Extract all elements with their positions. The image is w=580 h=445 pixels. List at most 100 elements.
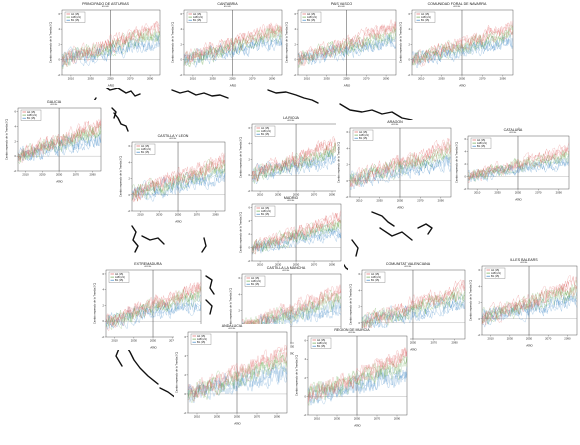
y-tick-label: 0 — [129, 193, 131, 197]
legend-entry: A1B (21) — [141, 148, 151, 151]
legend-entry: B1 (15) — [261, 133, 269, 136]
panel-subtitle: ANUAL — [391, 124, 399, 126]
legend-box — [254, 205, 276, 217]
x-tick-label: 2030 — [131, 339, 138, 343]
legend-entry: A2 (15) — [27, 111, 35, 114]
legend-box — [134, 143, 156, 155]
legend-entry: B1 (15) — [307, 19, 315, 22]
region-panel: ANDALUCIA ANUAL 2010 2030 2050 2070 2090 -2 0 2 4 6… — [174, 324, 290, 426]
y-tick-label: 4 — [181, 27, 183, 31]
y-tick-label: 4 — [185, 354, 187, 358]
x-tick-label: 2050 — [56, 173, 63, 177]
x-tick-label: 2070 — [363, 77, 370, 81]
y-tick-label: 0 — [409, 58, 411, 62]
panel-title: LA RIOJA — [283, 116, 299, 120]
legend-entry: A2 (15) — [193, 13, 201, 16]
series-line-b1 — [251, 224, 342, 254]
plot-frame — [411, 9, 514, 76]
y-tick-label: 0 — [15, 154, 17, 158]
series-line-a2 — [467, 146, 570, 184]
x-tick-label: 2030 — [275, 193, 282, 197]
x-axis-label: AÑO — [344, 83, 351, 88]
x-axis-label: AÑO — [175, 219, 182, 224]
series-line-a2 — [297, 23, 397, 61]
x-tick-label: 2090 — [564, 337, 571, 341]
x-tick-label: 2010 — [314, 417, 321, 421]
legend-entry: A1B (21) — [307, 16, 317, 19]
legend-entry: A1B (21) — [477, 142, 487, 145]
x-tick-label: 2010 — [137, 213, 144, 217]
panel-title: MADRID — [283, 196, 299, 200]
x-tick-label: 2070 — [194, 213, 201, 217]
y-tick-label: 6 — [479, 268, 481, 272]
y-tick-label: 6 — [249, 205, 251, 209]
y-tick-label: 0 — [295, 58, 297, 62]
panel-subtitle: ANUAL — [287, 120, 295, 122]
legend-entry: A2 (15) — [141, 145, 149, 148]
y-axis-label: Cambio esperado de la Tmedia [°C] — [49, 22, 53, 63]
series-line-a1b — [187, 359, 288, 402]
y-tick-label: 6 — [129, 144, 131, 148]
legend-entry: A2 (15) — [197, 335, 205, 338]
plot-frame — [251, 203, 342, 262]
legend-box — [364, 271, 386, 283]
x-tick-label: 2070 — [431, 341, 438, 345]
x-axis-label: AÑO — [230, 83, 237, 88]
series-line-a2 — [307, 346, 408, 400]
series-line-a2 — [349, 141, 452, 188]
region-panel: COMUNIDAD FORAL DE NAVARRA ANUAL 2010 2030 2… — [398, 2, 516, 88]
panel-subtitle: ANUAL — [144, 266, 152, 268]
plot-frame — [241, 273, 342, 344]
x-tick-label: 2090 — [556, 191, 563, 195]
series-line-a2 — [251, 215, 342, 255]
series-line-b1 — [17, 133, 102, 161]
y-tick-label: 6 — [409, 12, 411, 16]
x-tick-label: 2050 — [354, 417, 361, 421]
x-tick-label: 2010 — [194, 415, 201, 419]
y-tick-label: 6 — [15, 110, 17, 114]
y-tick-label: 0 — [249, 246, 251, 250]
legend-box — [190, 333, 212, 345]
y-axis-label: Cambio esperado de la Tmedia [°C] — [239, 137, 243, 178]
y-axis-label: Cambio esperado de la Tmedia [°C] — [285, 22, 289, 63]
x-axis-label: AÑO — [108, 83, 115, 88]
region-panel: ILLES BALEARS ANUAL 2010 2030 2050 2070 2090 -2… — [468, 258, 580, 348]
series-line-b1 — [411, 38, 514, 66]
plot-frame — [467, 135, 570, 190]
x-tick-label: 2050 — [459, 77, 466, 81]
y-tick-label: 2 — [305, 376, 307, 380]
y-tick-label: 0 — [185, 392, 187, 396]
y-tick-label: 6 — [185, 335, 187, 339]
legend-entry: A1B (21) — [261, 210, 271, 213]
legend-entry: A2 (15) — [251, 277, 259, 280]
region-panel: REGION DE MURCIA ANUAL 2010 2030 2050 2070 209… — [294, 328, 410, 428]
x-tick-label: 2090 — [212, 213, 219, 217]
x-tick-label: 2050 — [526, 337, 533, 341]
y-tick-label: 2 — [479, 301, 481, 305]
series-line-a2 — [105, 281, 202, 328]
panel-title: ILLES BALEARS — [510, 258, 538, 262]
plot-frame — [17, 107, 102, 172]
legend-box — [20, 109, 42, 121]
x-tick-label: 2050 — [107, 77, 114, 81]
series-line-a1b — [241, 292, 342, 330]
plot-frame — [297, 9, 397, 76]
y-tick-label: 2 — [59, 42, 61, 46]
panel-subtitle: ANUAL — [50, 104, 58, 106]
legend-entry: A1B (21) — [421, 16, 431, 19]
legend-entry: A1B (21) — [115, 276, 125, 279]
legend-entry: A1B (21) — [27, 114, 37, 117]
series-line-a2 — [131, 152, 226, 202]
y-tick-label: 6 — [239, 276, 241, 280]
series-line-a2 — [17, 118, 102, 164]
panel-subtitle: ANUAL — [101, 6, 110, 8]
y-tick-label: 4 — [295, 27, 297, 31]
region-panel: GALICIA ANUAL 2010 2030 2050 2070 2090 -2 0 2 4 6 AÑ… — [4, 100, 104, 184]
x-tick-label: 2050 — [288, 345, 295, 349]
panel-subtitle: ANUAL — [348, 332, 356, 334]
panel-subtitle: ANUAL — [287, 200, 295, 202]
x-tick-label: 2050 — [234, 415, 241, 419]
series-line-a2 — [17, 120, 102, 161]
